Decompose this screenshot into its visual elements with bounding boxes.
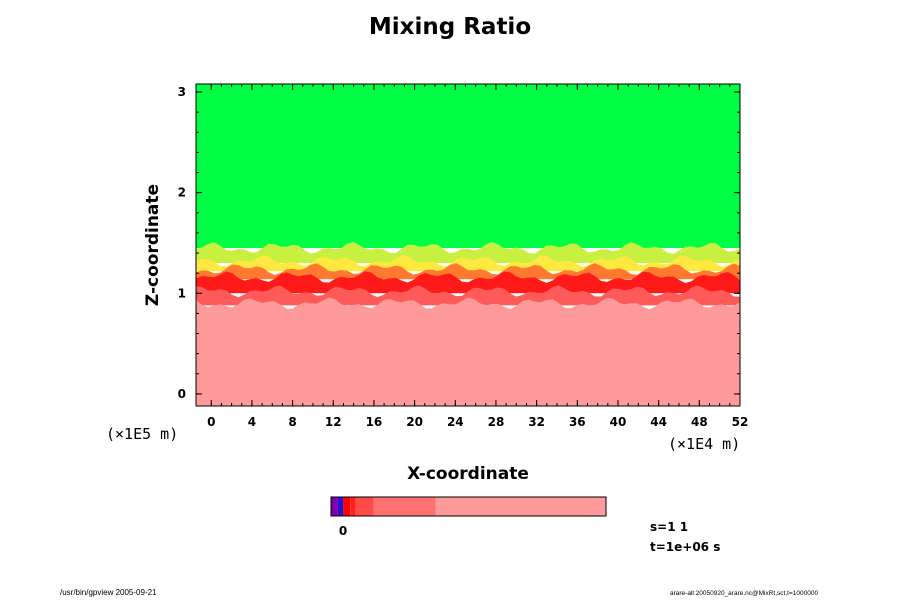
x-tick-label: 12 (325, 415, 342, 429)
field-layer-upper (196, 84, 740, 249)
field-layer-transition-yellow (196, 255, 740, 272)
footer-left: /usr/bin/gpview 2005-09-21 (60, 588, 157, 597)
y-tick-label: 1 (178, 286, 186, 300)
x-axis-label: X-coordinate (407, 464, 529, 484)
y-axis-label: Z-coordinate (143, 184, 163, 306)
plot-frame (195, 83, 741, 407)
field-layer-transition-orange (196, 263, 740, 280)
colorbar-segment (337, 497, 344, 516)
colorbar-frame (330, 496, 607, 517)
x-axis: 0 4 8 12 16 20 24 28 32 36 40 44 48 52 (207, 84, 748, 429)
y-axis: 0 1 2 3 (178, 85, 740, 401)
y-tick-label: 2 (178, 186, 186, 200)
x-tick-label: 4 (248, 415, 256, 429)
colorbar-segment (373, 497, 436, 516)
field-layer-core-red (196, 271, 740, 294)
colorbar-segment (435, 497, 606, 516)
x-tick-label: 40 (610, 415, 627, 429)
x-tick-label: 36 (569, 415, 586, 429)
x-tick-label: 48 (691, 415, 708, 429)
colorbar-segment (350, 497, 356, 516)
info-s: s=1 1 (650, 520, 689, 534)
y-tick-label: 3 (178, 85, 186, 99)
x-tick-label: 0 (207, 415, 215, 429)
x-tick-label: 16 (366, 415, 383, 429)
field-layer-transition-yellow-green (196, 242, 740, 264)
colorbar-segment (331, 497, 338, 516)
info-t: t=1e+06 s (650, 540, 721, 554)
footer-right: arare-all:20050920_arare.nc@MixRt,sct,t=… (670, 590, 819, 597)
x-tick-label: 52 (732, 415, 749, 429)
x-tick-label: 24 (447, 415, 464, 429)
y-tick-label: 0 (178, 387, 186, 401)
field-layer-boundary-layer (196, 297, 740, 406)
mixing-ratio-field (196, 84, 740, 406)
x-tick-label: 44 (650, 415, 667, 429)
x-tick-label: 32 (528, 415, 545, 429)
x-tick-label: 28 (488, 415, 505, 429)
colorbar (331, 497, 606, 516)
colorbar-tick-label: 0 (339, 524, 347, 538)
y-scale-note: (×1E5 m) (106, 425, 179, 443)
x-tick-label: 8 (288, 415, 296, 429)
colorbar-segment (355, 497, 374, 516)
x-scale-note: (×1E4 m) (668, 435, 741, 453)
chart-title: Mixing Ratio (368, 14, 532, 40)
x-tick-label: 20 (406, 415, 423, 429)
colorbar-segment (343, 497, 351, 516)
